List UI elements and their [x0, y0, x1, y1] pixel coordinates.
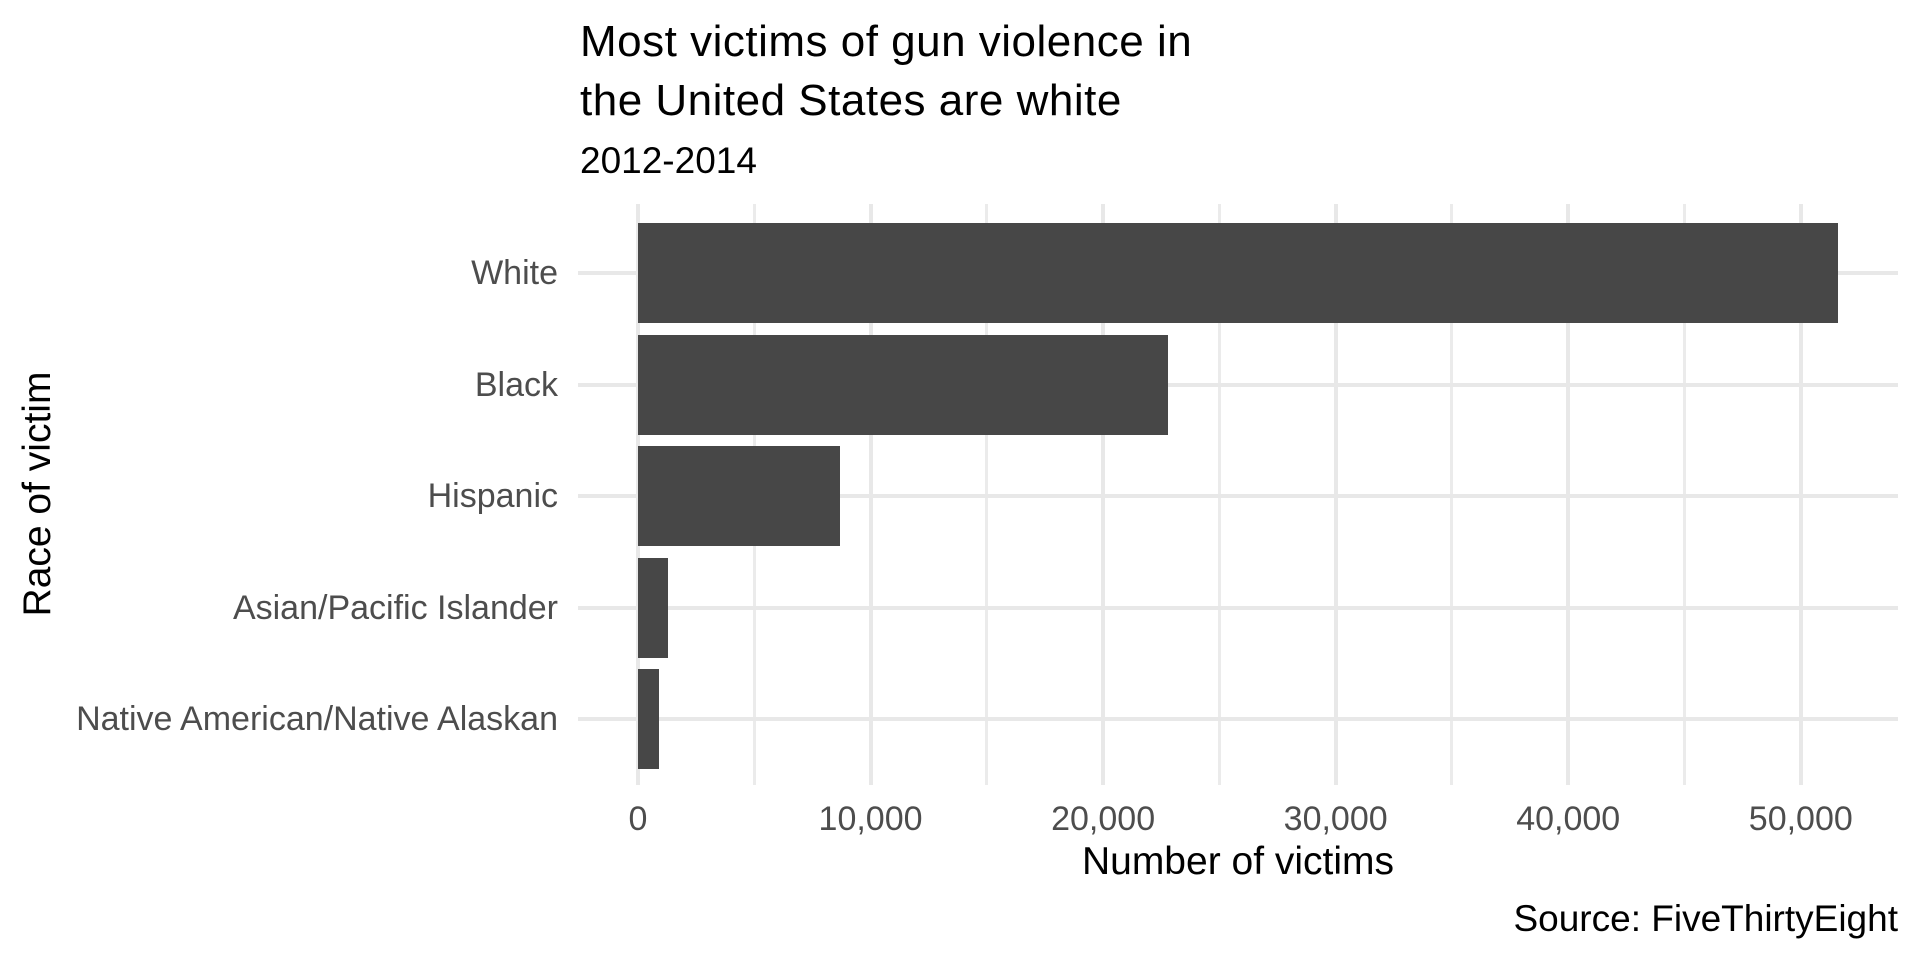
x-axis-title: Number of victims: [1081, 840, 1395, 883]
source-caption: Source: FiveThirtyEight: [1513, 898, 1898, 939]
chart-title-line1: Most victims of gun violence in: [580, 17, 1193, 66]
bar-native-american-native-alaskan: [638, 669, 659, 769]
bar-hispanic: [638, 446, 841, 546]
chart-title-line2: the United States are white: [580, 76, 1122, 125]
x-tick-label: 0: [628, 800, 648, 838]
x-tick-label: 10,000: [818, 800, 923, 838]
category-label: Native American/Native Alaskan: [76, 700, 558, 738]
x-tick-label: 40,000: [1516, 800, 1621, 838]
category-label: White: [471, 254, 558, 292]
bar-asian-pacific-islander: [638, 557, 669, 658]
gridline-major-y: [578, 717, 1898, 721]
gridline-major-y: [578, 494, 1898, 498]
category-label: Black: [474, 365, 558, 404]
category-label: Asian/Pacific Islander: [232, 588, 558, 627]
plot-panel: [578, 204, 1898, 785]
chart-subtitle: 2012-2014: [580, 140, 757, 181]
gridline-major-y: [578, 382, 1898, 387]
category-label: Hispanic: [427, 477, 558, 515]
x-tick-label: 20,000: [1051, 800, 1156, 838]
bar-white: [638, 223, 1838, 323]
bar-black: [638, 334, 1169, 435]
x-tick-label: 50,000: [1748, 800, 1853, 838]
x-tick-label: 30,000: [1283, 800, 1388, 838]
gridline-major-y: [578, 605, 1898, 610]
chart-title: Most victims of gun violence in the Unit…: [580, 12, 1192, 130]
